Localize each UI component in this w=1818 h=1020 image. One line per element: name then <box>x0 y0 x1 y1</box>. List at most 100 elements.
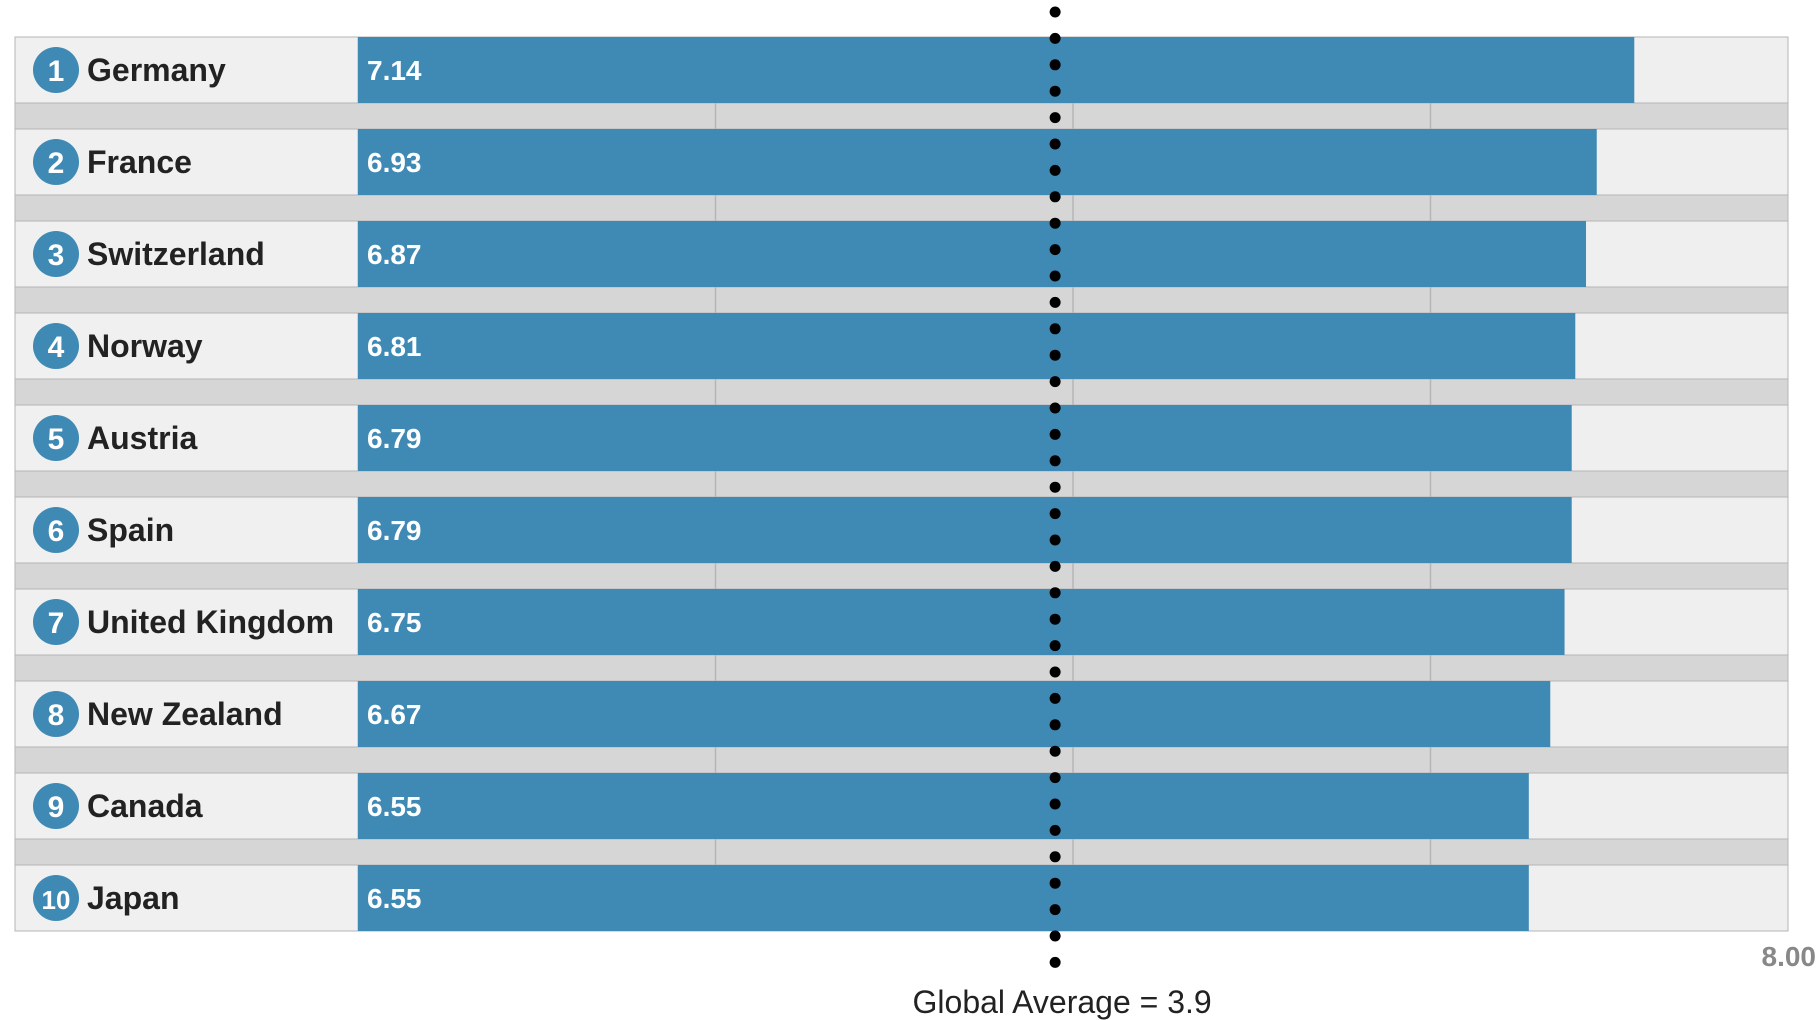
bar <box>358 221 1587 287</box>
reference-dot <box>1049 508 1061 520</box>
value-label: 6.79 <box>367 423 422 454</box>
country-label: Norway <box>87 328 203 364</box>
reference-dot <box>1049 481 1061 493</box>
reference-dot <box>1049 587 1061 599</box>
reference-dot <box>1049 191 1061 203</box>
reference-dot <box>1049 349 1061 361</box>
bar <box>358 497 1572 563</box>
row-separator <box>14 470 1789 498</box>
country-label: Switzerland <box>87 236 265 272</box>
reference-dot <box>1049 956 1061 968</box>
country-label: Germany <box>87 52 226 88</box>
country-label: Austria <box>87 420 197 456</box>
rank-badge <box>33 47 79 93</box>
rank-number: 2 <box>48 147 65 180</box>
rank-number: 4 <box>48 331 65 364</box>
reference-dot <box>1049 534 1061 546</box>
rank-number: 10 <box>42 885 71 915</box>
reference-dot <box>1049 455 1061 467</box>
value-label: 7.14 <box>367 55 422 86</box>
reference-dot <box>1049 112 1061 124</box>
country-label: Canada <box>87 788 203 824</box>
bar <box>358 313 1576 379</box>
value-label: 6.55 <box>367 883 422 914</box>
reference-dot <box>1049 296 1061 308</box>
reference-dot <box>1049 640 1061 652</box>
reference-dot <box>1049 560 1061 572</box>
reference-dot <box>1049 164 1061 176</box>
row-separator <box>14 746 1789 774</box>
country-label: United Kingdom <box>87 604 334 640</box>
reference-dot <box>1049 428 1061 440</box>
bar <box>358 589 1565 655</box>
axis-max-label: 8.00 <box>1762 941 1817 972</box>
row-separator <box>14 838 1789 866</box>
rank-badge <box>33 783 79 829</box>
value-label: 6.81 <box>367 331 422 362</box>
reference-dot <box>1049 376 1061 388</box>
rank-badge <box>33 875 79 921</box>
rank-number: 1 <box>48 55 65 88</box>
rank-badge <box>33 599 79 645</box>
reference-dot <box>1049 244 1061 256</box>
value-label: 6.55 <box>367 791 422 822</box>
rank-number: 5 <box>48 423 65 456</box>
reference-dot <box>1049 798 1061 810</box>
rank-number: 9 <box>48 791 65 824</box>
rank-badge <box>33 139 79 185</box>
bar <box>358 405 1572 471</box>
bar <box>358 129 1597 195</box>
value-label: 6.93 <box>367 147 422 178</box>
reference-dot <box>1049 772 1061 784</box>
reference-dot <box>1049 851 1061 863</box>
reference-dot <box>1049 666 1061 678</box>
bar <box>358 37 1635 103</box>
reference-dot <box>1049 692 1061 704</box>
rank-number: 8 <box>48 699 65 732</box>
row-separator <box>14 286 1789 314</box>
reference-dot <box>1049 270 1061 282</box>
country-label: New Zealand <box>87 696 283 732</box>
reference-dot <box>1049 217 1061 229</box>
reference-dot <box>1049 930 1061 942</box>
reference-dot <box>1049 59 1061 71</box>
value-label: 6.87 <box>367 239 422 270</box>
reference-dot <box>1049 719 1061 731</box>
value-label: 6.67 <box>367 699 422 730</box>
bar <box>358 773 1529 839</box>
rank-badge <box>33 415 79 461</box>
reference-label: Global Average = 3.9 <box>913 984 1212 1020</box>
rank-number: 3 <box>48 239 65 272</box>
reference-dot <box>1049 85 1061 97</box>
bar <box>358 865 1529 931</box>
country-label: Japan <box>87 880 179 916</box>
reference-dot <box>1049 745 1061 757</box>
row-separator <box>14 654 1789 682</box>
country-label: Spain <box>87 512 174 548</box>
reference-dot <box>1049 613 1061 625</box>
reference-dot <box>1049 904 1061 916</box>
value-label: 6.75 <box>367 607 422 638</box>
reference-dot <box>1049 138 1061 150</box>
reference-dot <box>1049 32 1061 44</box>
row-separator <box>14 378 1789 406</box>
reference-dot <box>1049 323 1061 335</box>
reference-dot <box>1049 402 1061 414</box>
row-separator <box>14 194 1789 222</box>
bar <box>358 681 1551 747</box>
rank-badge <box>33 231 79 277</box>
row-separator <box>14 102 1789 130</box>
reference-dot <box>1049 824 1061 836</box>
reference-dot <box>1049 6 1061 18</box>
row-separator <box>14 562 1789 590</box>
value-label: 6.79 <box>367 515 422 546</box>
reference-dot <box>1049 877 1061 889</box>
rank-badge <box>33 691 79 737</box>
rank-number: 7 <box>48 607 65 640</box>
rank-badge <box>33 507 79 553</box>
rank-badge <box>33 323 79 369</box>
country-label: France <box>87 144 192 180</box>
rank-number: 6 <box>48 515 65 548</box>
